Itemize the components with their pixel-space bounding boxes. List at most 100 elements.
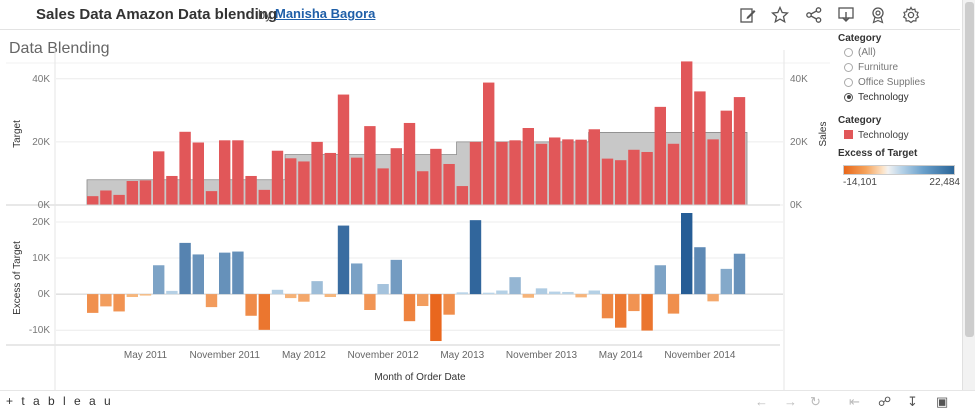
sales-bar	[377, 168, 389, 205]
excess-bars	[87, 213, 746, 342]
undo-icon[interactable]: ←	[755, 394, 768, 409]
excess-bar	[667, 294, 680, 314]
download-footer-icon[interactable]: ↧	[907, 394, 918, 409]
excess-bar	[205, 294, 218, 308]
sales-bar	[575, 139, 587, 205]
excess-bar	[522, 294, 534, 298]
metrics-badge-icon[interactable]	[869, 6, 887, 24]
filter-option-office-supplies[interactable]: Office Supplies	[838, 75, 960, 89]
excess-bar	[417, 294, 429, 307]
excess-bar	[601, 294, 614, 319]
sales-bar	[351, 157, 363, 205]
filter-option-label: Furniture	[858, 61, 899, 73]
excess-bar	[232, 251, 244, 295]
x-tick-label: November 2013	[506, 350, 578, 361]
favorite-star-icon[interactable]	[771, 6, 789, 24]
technology-swatch	[844, 130, 853, 139]
sales-bar	[417, 171, 429, 205]
color-legend-item: Technology	[838, 130, 960, 141]
sales-bar	[126, 181, 138, 205]
chart-labels: 40K 40K 20K 20K 0K 0K 20K 10K 0K -10K Target Sales E…	[12, 74, 829, 383]
x-tick-label: May 2014	[599, 350, 643, 361]
revert-icon[interactable]: ↻	[810, 394, 821, 409]
excess-bar	[654, 265, 666, 295]
share-footer-icon[interactable]: ☍	[878, 394, 892, 409]
filter-option-furniture[interactable]: Furniture	[838, 60, 960, 74]
sales-bar	[549, 137, 561, 205]
dashboard-title: Data Blending	[9, 40, 110, 57]
color-legend-label: Technology	[858, 130, 909, 141]
excess-bar	[219, 252, 231, 295]
target-tick-label: 20K	[32, 137, 50, 148]
excess-legend-title: Excess of Target	[838, 148, 918, 159]
excess-bar	[153, 265, 165, 295]
excess-bar	[298, 294, 310, 302]
x-tick-label: May 2013	[440, 350, 484, 361]
excess-bar	[258, 294, 270, 330]
sales-bar	[509, 140, 521, 205]
filter-option-all[interactable]: (All)	[838, 45, 960, 59]
category-filter-title: Category	[838, 33, 882, 44]
author-link[interactable]: Manisha Bagora	[275, 6, 376, 21]
edit-icon[interactable]	[739, 6, 757, 24]
excess-axis-title: Excess of Target	[12, 241, 23, 315]
excess-bar	[245, 294, 257, 316]
target-tick-label: 40K	[32, 74, 50, 85]
settings-gear-icon[interactable]	[902, 6, 920, 24]
sales-axis-title: Sales	[818, 121, 829, 146]
color-legend-title: Category	[838, 115, 882, 126]
excess-max-label: 22,484	[929, 177, 960, 188]
sales-bar	[522, 128, 534, 205]
excess-bar	[390, 259, 402, 295]
workbook-title: Sales Data Amazon Data blending	[36, 6, 278, 23]
radio-button-icon[interactable]	[844, 47, 853, 57]
sales-bar	[667, 143, 680, 205]
category-filter-list: (All) Furniture Office Supplies Technology	[838, 45, 960, 104]
sales-bar	[324, 152, 336, 205]
x-tick-label: November 2012	[348, 350, 420, 361]
dual-chart-area: 40K 40K 20K 20K 0K 0K 20K 10K 0K -10K Target Sales E…	[6, 50, 830, 390]
excess-bar	[126, 294, 138, 298]
sales-bar	[654, 106, 666, 205]
redo-icon[interactable]: →	[784, 394, 797, 409]
radio-button-icon[interactable]	[844, 92, 853, 102]
excess-bar	[496, 290, 508, 295]
sales-bar	[205, 191, 218, 205]
excess-tick-label: -10K	[29, 325, 50, 336]
sales-bar	[469, 141, 482, 205]
excess-bar	[535, 288, 548, 295]
sales-bar	[153, 151, 165, 205]
fullscreen-icon[interactable]: ▣	[936, 394, 949, 409]
excess-bar	[733, 253, 746, 295]
sales-bar	[311, 141, 323, 205]
excess-bar	[324, 294, 336, 298]
excess-bar	[311, 281, 323, 295]
excess-bar	[100, 294, 112, 307]
excess-bar	[615, 294, 627, 328]
sales-bar	[733, 97, 746, 205]
download-icon[interactable]	[837, 6, 855, 24]
excess-min-label: -14,101	[843, 177, 877, 188]
scrollbar-thumb[interactable]	[965, 2, 974, 337]
sales-bar	[562, 139, 574, 205]
radio-button-icon[interactable]	[844, 62, 853, 72]
vertical-scrollbar[interactable]	[962, 0, 975, 390]
sales-bar	[139, 180, 152, 205]
sales-bar	[232, 140, 244, 205]
excess-tick-label: 20K	[32, 217, 50, 228]
sales-bar	[87, 196, 99, 205]
share-icon[interactable]	[805, 6, 823, 24]
sales-bar	[430, 148, 442, 205]
excess-bar	[509, 277, 521, 295]
excess-bar	[575, 294, 587, 298]
excess-tick-label: 0K	[38, 289, 51, 300]
excess-bar	[443, 294, 455, 315]
reset-icon[interactable]: ⇤	[849, 394, 860, 409]
excess-bar	[720, 268, 732, 295]
footer-toolbar: + t a b l e a u ← → ↻ ⇤ ☍ ↧ ▣	[0, 390, 975, 410]
sales-bar	[285, 158, 297, 205]
excess-bar	[285, 294, 297, 299]
tableau-logo[interactable]: + t a b l e a u	[6, 394, 114, 408]
filter-option-technology[interactable]: Technology	[838, 90, 960, 104]
radio-button-icon[interactable]	[844, 77, 853, 87]
